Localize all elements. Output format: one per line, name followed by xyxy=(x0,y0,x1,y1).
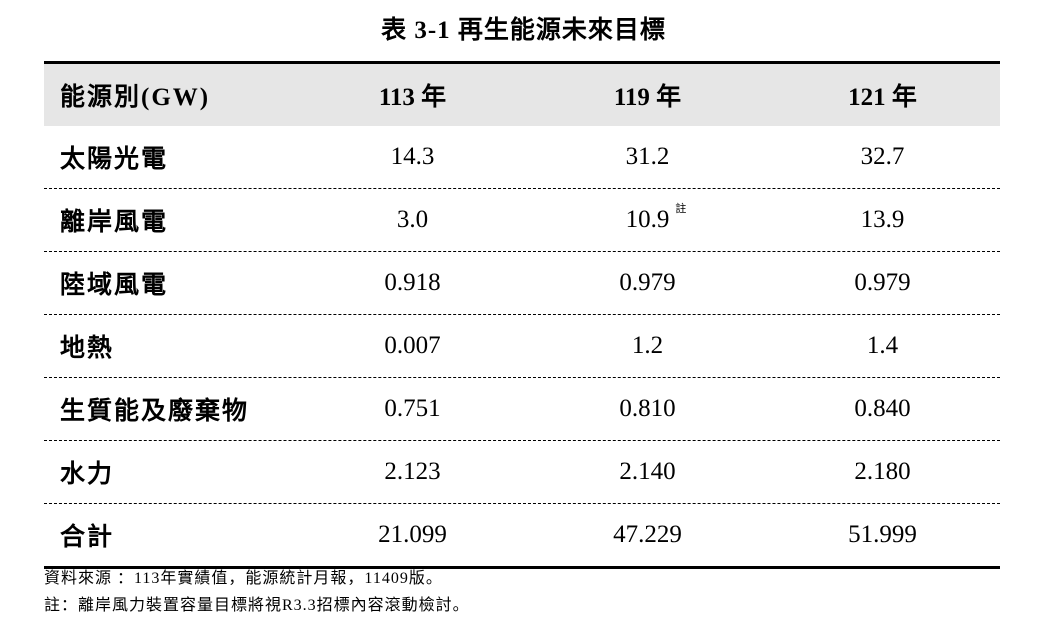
table-cell: 2.180 xyxy=(765,458,1000,486)
cell-value: 0.918 xyxy=(384,269,441,296)
table-cell: 2.123 xyxy=(295,458,530,486)
cell-value: 1.2 xyxy=(631,332,664,359)
table-title: 表 3-1 再生能源未來目標 xyxy=(381,17,666,44)
table-row: 合計 21.099 47.229 51.999 xyxy=(44,503,1000,566)
table-cell: 31.2 xyxy=(530,143,765,171)
table-row: 陸域風電 0.918 0.979 0.979 xyxy=(44,251,1000,314)
table-cell: 0.979 xyxy=(765,269,1000,297)
table-cell: 0.918 xyxy=(295,269,530,297)
row-label: 生質能及廢棄物 xyxy=(60,398,250,425)
header-cell: 121 年 xyxy=(848,84,917,111)
cell-value: 21.099 xyxy=(378,521,447,548)
table-cell: 10.9 註 xyxy=(530,203,765,234)
table-row: 離岸風電 3.0 10.9 註 13.9 xyxy=(44,188,1000,251)
cell-value: 2.180 xyxy=(854,458,911,485)
header-cell: 113 年 xyxy=(378,84,447,111)
table-cell: 0.979 xyxy=(530,269,765,297)
cell-value: 0.840 xyxy=(854,395,911,422)
footnote: 資料來源 ：113年實績值，能源統計月報，11409版。 xyxy=(44,570,443,587)
table-cell: 47.229 xyxy=(530,521,765,549)
table: 能源別(GW) 113 年 119 年 121 年太陽光電 14.3 31.2 32.7 離岸… xyxy=(44,61,1000,569)
row-label: 水力 xyxy=(60,461,115,488)
row-label: 合計 xyxy=(60,524,115,551)
cell-value: 0.979 xyxy=(619,269,676,296)
table-cell: 生質能及廢棄物 xyxy=(44,391,295,427)
table-cell: 0.810 xyxy=(530,395,765,423)
note-marker: 註 xyxy=(675,203,687,215)
cell-value: 51.999 xyxy=(848,521,917,548)
table-cell: 太陽光電 xyxy=(44,139,295,175)
cell-value: 10.9 xyxy=(625,206,670,233)
table-cell: 51.999 xyxy=(765,521,1000,549)
table-cell: 13.9 xyxy=(765,206,1000,234)
table-row: 生質能及廢棄物 0.751 0.810 0.840 xyxy=(44,377,1000,440)
cell-value: 0.007 xyxy=(384,332,441,359)
cell-value: 0.979 xyxy=(854,269,911,296)
cell-value: 2.140 xyxy=(619,458,676,485)
table-cell: 離岸風電 xyxy=(44,202,295,238)
cell-value: 1.4 xyxy=(866,332,899,359)
row-label: 離岸風電 xyxy=(60,209,169,236)
table-cell: 1.4 xyxy=(765,332,1000,360)
table-cell: 0.751 xyxy=(295,395,530,423)
table-row: 地熱 0.007 1.2 1.4 xyxy=(44,314,1000,377)
cell-value: 47.229 xyxy=(613,521,682,548)
table-cell: 陸域風電 xyxy=(44,265,295,301)
cell-value: 31.2 xyxy=(625,143,670,170)
header-cell: 能源別(GW) xyxy=(60,84,211,111)
row-label: 地熱 xyxy=(60,335,115,362)
cell-value: 3.0 xyxy=(396,206,429,233)
row-label: 太陽光電 xyxy=(60,146,169,173)
table-cell: 地熱 xyxy=(44,328,295,364)
footnote: 註：離岸風力裝置容量目標將視R3.3招標內容滾動檢討。 xyxy=(44,597,470,614)
row-label: 陸域風電 xyxy=(60,272,169,299)
header-cell: 119 年 xyxy=(613,84,682,111)
cell-value: 32.7 xyxy=(860,143,905,170)
header-row: 能源別(GW) 113 年 119 年 121 年 xyxy=(44,64,1000,126)
table-cell: 32.7 xyxy=(765,143,1000,171)
table-cell: 2.140 xyxy=(530,458,765,486)
cell-value: 13.9 xyxy=(860,206,905,233)
table-cell: 21.099 xyxy=(295,521,530,549)
cell-value: 14.3 xyxy=(390,143,435,170)
cell-value: 0.810 xyxy=(619,395,676,422)
table-row: 太陽光電 14.3 31.2 32.7 xyxy=(44,126,1000,188)
table-cell: 0.007 xyxy=(295,332,530,360)
table-row: 水力 2.123 2.140 2.180 xyxy=(44,440,1000,503)
table-cell: 水力 xyxy=(44,454,295,490)
table-cell: 合計 xyxy=(44,517,295,553)
cell-value: 0.751 xyxy=(384,395,441,422)
table-cell: 14.3 xyxy=(295,143,530,171)
table-cell: 3.0 xyxy=(295,206,530,234)
table-cell: 0.840 xyxy=(765,395,1000,423)
table-cell: 1.2 xyxy=(530,332,765,360)
cell-value: 2.123 xyxy=(384,458,441,485)
